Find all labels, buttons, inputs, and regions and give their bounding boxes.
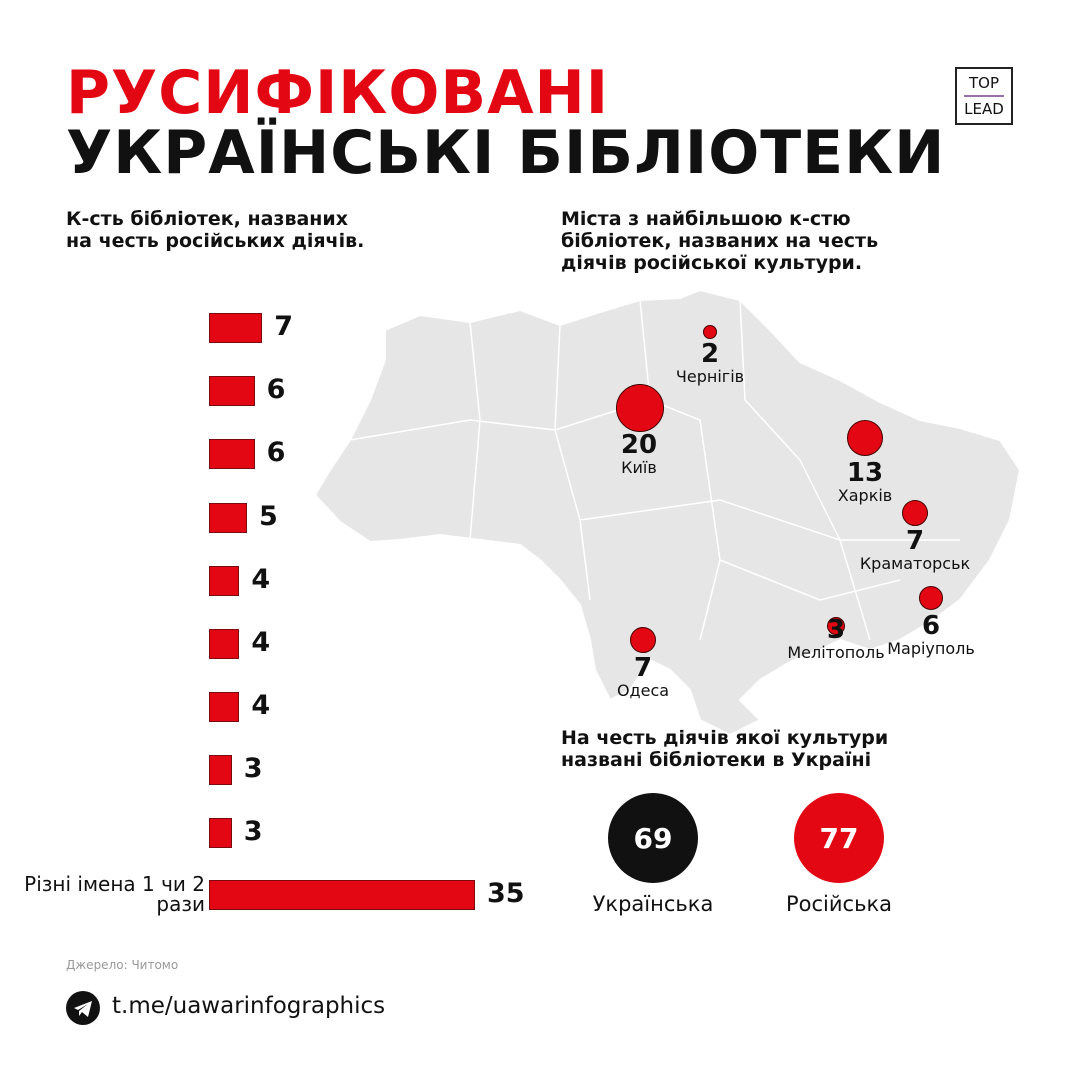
bar-value: 6 — [266, 374, 286, 405]
city-label: 6 Маріуполь — [887, 613, 975, 658]
ukrainian-label: Українська — [592, 892, 714, 916]
bar — [209, 755, 232, 785]
top-lead-logo: TOP LEAD — [955, 67, 1013, 125]
russian-count-circle: 77 — [794, 793, 884, 883]
bar — [209, 566, 240, 596]
city-name: Київ — [621, 458, 657, 477]
city-count: 7 — [633, 653, 653, 683]
city-label: 13 Харків — [838, 460, 892, 505]
bar — [209, 629, 240, 659]
bar-value: 7 — [274, 311, 293, 342]
bar-chart-subtitle: К-сть бібліотек, названих на честь російс… — [66, 208, 365, 252]
city-count: 20 — [620, 430, 658, 460]
map-subtitle: Міста з найбільшою к-стю бібліотек, назва… — [561, 208, 879, 274]
city-name: Маріуполь — [887, 639, 975, 658]
city-count: 2 — [700, 339, 720, 369]
city-label: 3 Мелітополь — [787, 617, 884, 662]
city-marker — [827, 617, 845, 635]
city-marker — [616, 384, 664, 432]
city-marker — [630, 627, 656, 653]
city-count: 13 — [846, 458, 884, 488]
city-name: Харків — [837, 486, 893, 505]
bar-label: Різні імена 1 чи 2 рази — [24, 872, 205, 916]
bar-value: 3 — [243, 753, 263, 784]
bar — [209, 313, 263, 343]
bar-value: 4 — [251, 564, 271, 595]
city-name: Чернігів — [675, 367, 745, 386]
city-name: Краматорськ — [859, 554, 971, 573]
telegram-icon — [66, 991, 100, 1025]
title-line-2: УКРАЇНСЬКІ БІБЛІОТЕКИ — [66, 118, 946, 188]
bar — [209, 818, 232, 848]
bar-value: 4 — [251, 627, 271, 658]
city-label: 2 Чернігів — [676, 341, 744, 386]
city-label: 20 Київ — [621, 432, 657, 477]
city-name: Одеса — [616, 681, 670, 700]
city-count: 6 — [921, 611, 941, 641]
bar — [209, 439, 255, 469]
source-text: Джерело: Читомо — [66, 958, 179, 972]
city-marker — [919, 586, 943, 610]
city-name: Мелітополь — [787, 643, 885, 662]
russian-label: Російська — [785, 892, 892, 916]
bar-value: 4 — [251, 690, 271, 721]
city-label: 7 Одеса — [617, 655, 669, 700]
city-count: 3 — [826, 615, 846, 645]
city-count: 7 — [905, 526, 925, 556]
telegram-link[interactable]: t.me/uawarinfographics — [112, 993, 386, 1019]
city-label: 7 Краматорськ — [860, 528, 970, 573]
bar — [209, 880, 475, 910]
ukrainian-count-circle: 69 — [608, 793, 698, 883]
title-line-1: РУСИФІКОВАНІ — [66, 58, 610, 128]
culture-title: На честь діячів якої культури названі біб… — [561, 727, 889, 771]
bar-value: 35 — [487, 878, 525, 909]
city-marker — [902, 500, 928, 526]
bar — [209, 692, 240, 722]
city-marker — [703, 325, 717, 339]
city-marker — [847, 420, 883, 456]
bar-value: 3 — [243, 816, 263, 847]
bar-value: 5 — [259, 501, 278, 532]
bar-value: 6 — [266, 437, 286, 468]
bar — [209, 376, 255, 406]
bar — [209, 503, 247, 533]
